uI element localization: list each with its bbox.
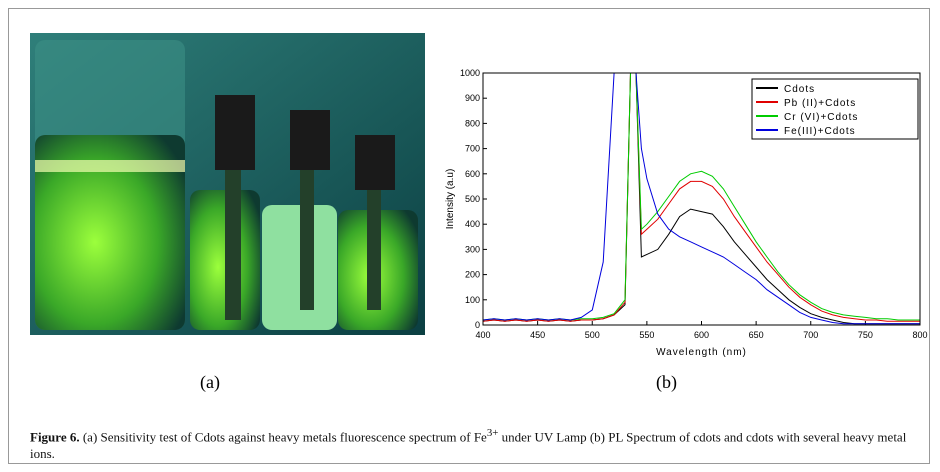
legend-box — [751, 78, 919, 140]
y-tick-label: 400 — [465, 219, 480, 229]
legend-label: Cr (VI)+Cdots — [784, 112, 858, 123]
series-line — [483, 73, 920, 322]
y-tick-label: 100 — [465, 295, 480, 305]
series-line — [483, 73, 920, 325]
legend-label: Fe(III)+Cdots — [784, 126, 856, 137]
x-tick-label: 600 — [694, 330, 709, 340]
plot-frame — [482, 72, 921, 326]
caption-label: Figure 6. — [30, 429, 80, 445]
figure: 0 100 200 300 400 500 600 700 800 900 1000 400 450 50… — [30, 33, 928, 358]
legend-label: Cdots — [784, 84, 815, 95]
y-tick-label: 900 — [465, 93, 480, 103]
y-tick-label: 300 — [465, 244, 480, 254]
y-tick-label: 1000 — [460, 68, 480, 78]
y-tick-label: 700 — [465, 144, 480, 154]
y-tick-label: 200 — [465, 270, 480, 280]
figure-frame — [8, 8, 930, 464]
x-axis-label: Wavelength (nm) — [656, 347, 747, 358]
caption: Figure 6. (a) Sensitivity test of Cdots … — [30, 425, 910, 462]
caption-text: under UV Lamp (b) PL Spectrum of cdots a… — [30, 429, 907, 462]
photo — [30, 33, 425, 335]
x-tick-label: 550 — [639, 330, 654, 340]
x-tick-label: 800 — [912, 330, 927, 340]
x-tick-label: 450 — [530, 330, 545, 340]
panel-label: (a) — [200, 372, 220, 392]
x-tick-label: 750 — [858, 330, 873, 340]
y-tick-label: 800 — [465, 118, 480, 128]
y-axis-label: Intensity (a.u) — [445, 169, 456, 230]
x-tick-label: 500 — [585, 330, 600, 340]
caption-text: (a) Sensitivity test of Cdots against he… — [82, 429, 487, 445]
x-tick-label: 700 — [803, 330, 818, 340]
caption-superscript: 3+ — [486, 427, 499, 439]
panel-label: (b) — [656, 372, 677, 392]
chart: 0 100 200 300 400 500 600 700 800 900 1000 400 450 50… — [445, 68, 928, 358]
y-tick-label: 500 — [465, 194, 480, 204]
y-tick-label: 600 — [465, 169, 480, 179]
legend-label: Pb (II)+Cdots — [784, 98, 856, 109]
y-tick-label: 0 — [475, 320, 480, 330]
x-tick-label: 400 — [475, 330, 490, 340]
x-tick-label: 650 — [749, 330, 764, 340]
